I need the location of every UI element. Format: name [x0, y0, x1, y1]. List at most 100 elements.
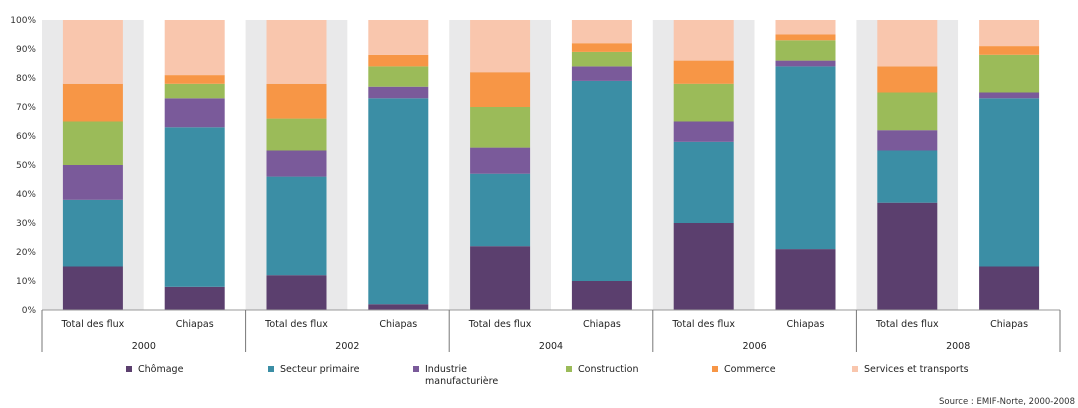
y-tick-label: 20%	[16, 248, 36, 258]
year-label: 2006	[743, 341, 767, 352]
bar-segment	[164, 127, 225, 287]
bar-segment	[673, 83, 734, 122]
legend-label: Secteur primaire	[280, 364, 360, 375]
y-tick-label: 30%	[16, 219, 36, 229]
bar-segment	[470, 20, 531, 73]
bar-segment	[979, 266, 1040, 310]
bar-segment	[775, 40, 836, 61]
bar-segment	[164, 83, 225, 99]
bar-segment	[470, 107, 531, 148]
bar-segment	[368, 98, 429, 305]
bar-segment	[877, 150, 938, 203]
y-tick-label: 50%	[16, 161, 36, 171]
y-tick-label: 70%	[16, 103, 36, 113]
y-tick-label: 10%	[16, 277, 36, 287]
bar-segment	[571, 80, 632, 282]
bar-segment	[470, 246, 531, 310]
legend-label: Commerce	[724, 364, 776, 375]
bars	[62, 20, 1040, 310]
y-tick-label: 80%	[16, 74, 36, 84]
bar-segment	[775, 20, 836, 35]
bar-segment	[979, 20, 1040, 47]
bar-segment	[775, 66, 836, 250]
year-label: 2004	[539, 341, 563, 352]
x-axis: Total des flux Chiapas Total des flux Chiap…	[41, 309, 1061, 352]
bar-segment	[775, 249, 836, 310]
legend-label: Construction	[578, 364, 639, 375]
bar-segment	[979, 92, 1040, 99]
bar-segment	[470, 72, 531, 107]
category-label: Chiapas	[176, 319, 214, 330]
bar-segment	[673, 141, 734, 223]
legend: Chômage Secteur primaire Industriemanufact…	[126, 364, 969, 387]
bar-segment	[368, 54, 429, 67]
y-axis: 0% 10% 20% 30% 40% 50% 60% 70% 80% 90% 100%	[10, 16, 36, 316]
bar-segment	[164, 98, 225, 128]
y-tick-label: 0%	[22, 306, 37, 316]
bar-segment	[877, 92, 938, 131]
category-label: Total des flux	[264, 319, 328, 330]
y-tick-label: 40%	[16, 190, 36, 200]
bar-segment	[877, 130, 938, 151]
bar-segment	[164, 75, 225, 84]
bar-segment	[470, 147, 531, 174]
category-label: Total des flux	[61, 319, 125, 330]
year-label: 2008	[946, 341, 970, 352]
category-label: Chiapas	[990, 319, 1028, 330]
bar-segment	[62, 199, 123, 267]
legend-label: manufacturière	[425, 376, 498, 387]
category-label: Chiapas	[583, 319, 621, 330]
bar-segment	[266, 176, 327, 276]
bar-segment	[470, 173, 531, 247]
bar-segment	[62, 165, 123, 200]
bar-segment	[266, 275, 327, 310]
bar-segment	[571, 43, 632, 52]
bar-segment	[673, 121, 734, 142]
year-label: 2002	[335, 341, 359, 352]
bar-segment	[368, 304, 429, 310]
bar-segment	[775, 34, 836, 41]
legend-swatch	[126, 366, 132, 372]
bar-segment	[673, 20, 734, 61]
bar-segment	[266, 83, 327, 119]
bar-segment	[62, 20, 123, 84]
legend-label: Services et transports	[864, 364, 969, 375]
bar-segment	[571, 66, 632, 81]
legend-swatch	[566, 366, 572, 372]
legend-label: Industrie	[425, 364, 467, 375]
bar-segment	[571, 51, 632, 67]
y-tick-label: 90%	[16, 45, 36, 55]
legend-swatch	[852, 366, 858, 372]
bar-segment	[368, 86, 429, 99]
category-label: Chiapas	[379, 319, 417, 330]
bar-segment	[164, 20, 225, 76]
bar-segment	[877, 20, 938, 67]
category-label: Chiapas	[787, 319, 825, 330]
bar-segment	[62, 121, 123, 165]
category-label: Total des flux	[671, 319, 735, 330]
bar-segment	[266, 118, 327, 151]
year-label: 2000	[132, 341, 156, 352]
bar-segment	[673, 60, 734, 84]
bar-segment	[266, 20, 327, 84]
category-label: Total des flux	[875, 319, 939, 330]
bar-segment	[62, 266, 123, 310]
bar-segment	[368, 66, 429, 87]
bar-segment	[979, 46, 1040, 55]
bar-segment	[368, 20, 429, 55]
source-note: Source : EMIF-Norte, 2000-2008	[939, 397, 1075, 407]
legend-label: Chômage	[138, 364, 184, 375]
bar-segment	[62, 83, 123, 122]
category-label: Total des flux	[468, 319, 532, 330]
bar-segment	[164, 286, 225, 310]
bar-segment	[571, 281, 632, 310]
bar-segment	[877, 202, 938, 310]
bar-segment	[877, 66, 938, 93]
y-tick-label: 60%	[16, 132, 36, 142]
bar-segment	[673, 223, 734, 310]
y-tick-label: 100%	[10, 16, 36, 26]
bar-segment	[979, 98, 1040, 267]
legend-swatch	[413, 366, 419, 372]
bar-segment	[571, 20, 632, 44]
